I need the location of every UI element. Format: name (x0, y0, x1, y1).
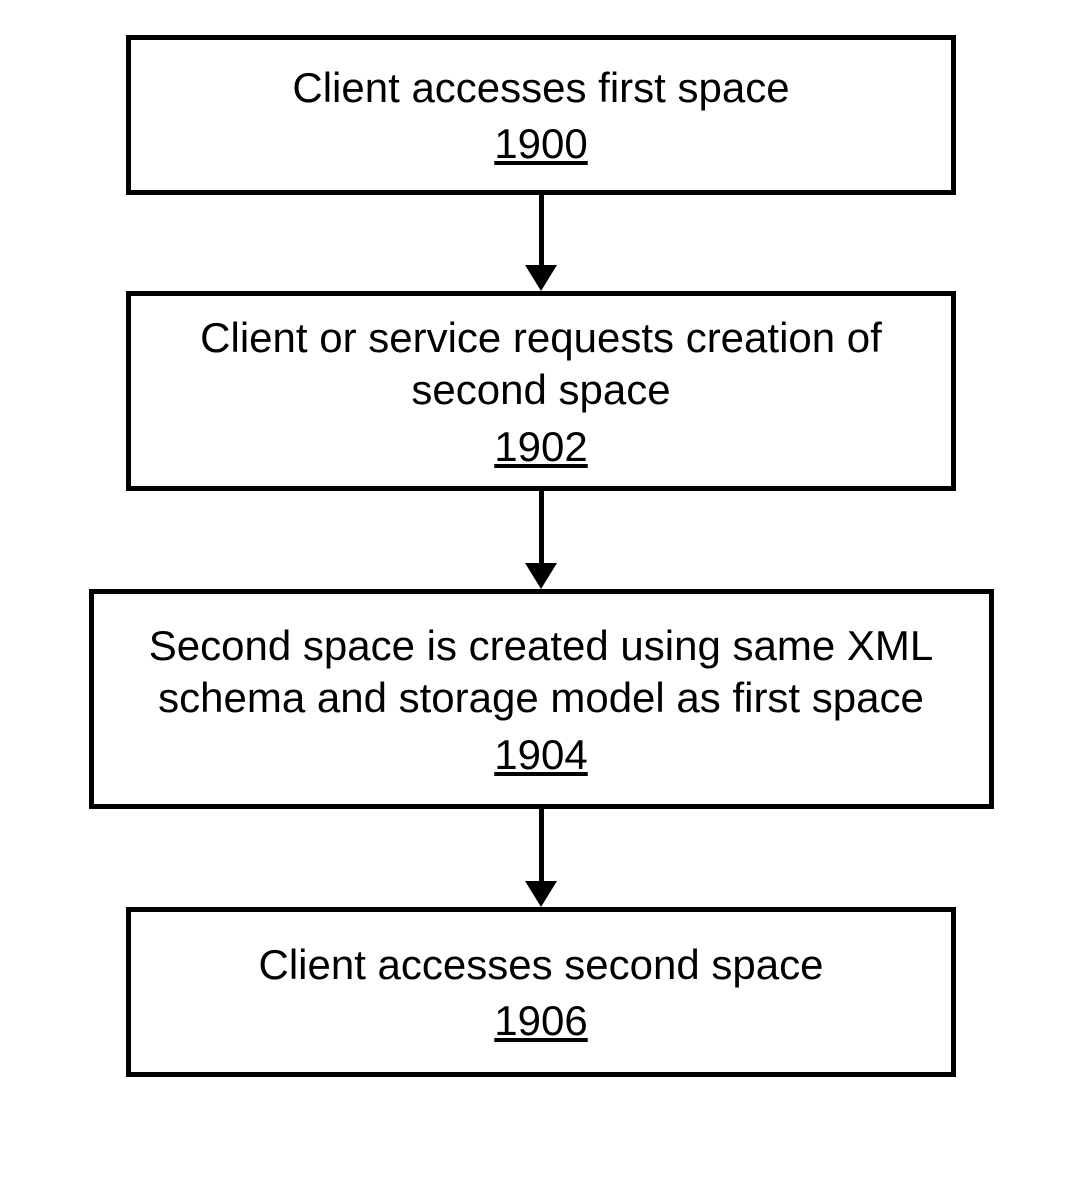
flow-node-1-ref: 1902 (494, 423, 587, 471)
flow-node-2: Second space is created using same XML s… (89, 589, 994, 809)
arrow-0-line (539, 195, 544, 265)
flow-node-0-ref: 1900 (494, 120, 587, 168)
flow-node-3-ref: 1906 (494, 997, 587, 1045)
arrow-0-head (525, 265, 557, 291)
flow-node-2-ref: 1904 (494, 731, 587, 779)
flow-node-3: Client accesses second space 1906 (126, 907, 956, 1077)
arrow-2 (525, 809, 557, 907)
flow-node-3-text: Client accesses second space (259, 939, 824, 992)
arrow-2-head (525, 881, 557, 907)
flow-node-1: Client or service requests creation of s… (126, 291, 956, 491)
flow-node-0: Client accesses first space 1900 (126, 35, 956, 195)
flow-node-1-text: Client or service requests creation of s… (161, 312, 921, 417)
arrow-2-line (539, 809, 544, 881)
arrow-1 (525, 491, 557, 589)
arrow-1-head (525, 563, 557, 589)
arrow-1-line (539, 491, 544, 563)
flow-node-0-text: Client accesses first space (292, 62, 789, 115)
arrow-0 (525, 195, 557, 291)
flow-node-2-text: Second space is created using same XML s… (124, 620, 959, 725)
flowchart-container: Client accesses first space 1900 Client … (0, 0, 1082, 1077)
